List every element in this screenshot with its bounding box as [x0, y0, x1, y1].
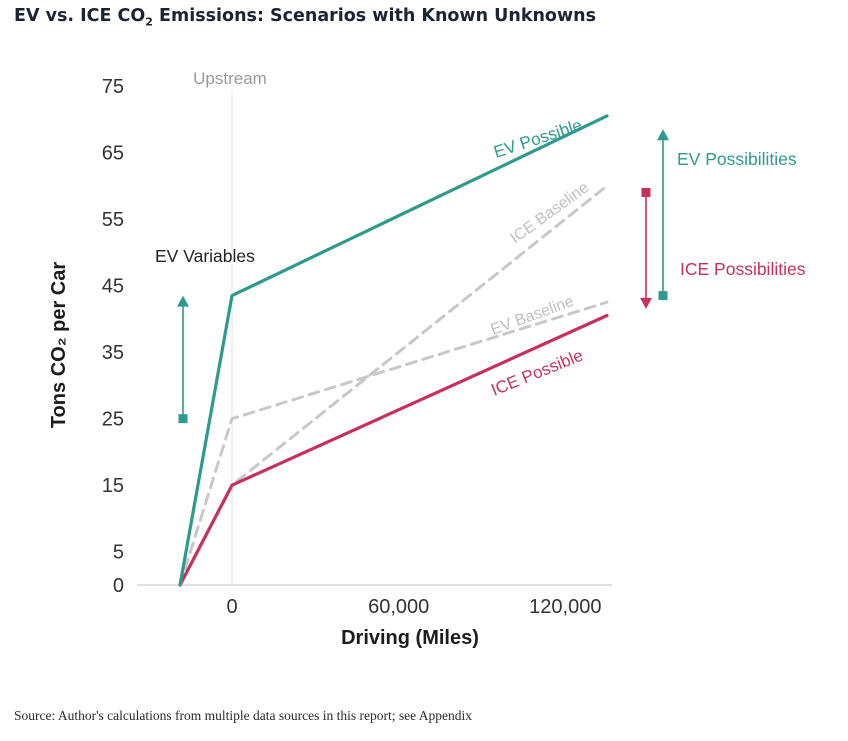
x-tick-label: 0: [226, 596, 237, 618]
x-axis-title: Driving (Miles): [341, 627, 479, 649]
y-tick-label: 45: [102, 276, 124, 298]
ev-variables-arrow-arrowhead: [177, 295, 189, 307]
y-tick-label: 65: [102, 143, 124, 165]
upstream-label: Upstream: [193, 69, 267, 88]
y-axis-title: Tons CO₂ per Car: [48, 262, 70, 429]
chart-plot: Upstream 0 5 15 25 35 45 55 65 75 0 60,000 120,000…: [48, 69, 806, 649]
y-tick-label: 5: [113, 542, 124, 564]
ev-possibilities-arrow-square: [658, 291, 668, 301]
y-tick-label: 25: [102, 409, 124, 431]
y-tick-label: 35: [102, 342, 124, 364]
source-note: Source: Author's calculations from multi…: [14, 708, 472, 723]
series-label-ice-baseline: ICE Baseline: [507, 179, 592, 247]
ev-possibilities-label: EV Possibilities: [677, 149, 797, 169]
ice-possibilities-label: ICE Possibilities: [680, 259, 806, 279]
y-tick-label: 0: [113, 575, 124, 597]
ice-possibilities-arrow-arrowhead: [640, 297, 652, 309]
ev-variables-label: EV Variables: [155, 246, 255, 266]
y-tick-label: 55: [102, 209, 124, 231]
ice-possibilities-arrow-square: [641, 187, 651, 197]
series-line-ice-possible: [178, 313, 609, 587]
y-tick-label: 15: [102, 475, 124, 497]
chart-title: EV vs. ICE CO2 Emissions: Scenarios with…: [14, 6, 596, 29]
ev-variables-arrow-square: [178, 414, 188, 424]
x-tick-label: 60,000: [368, 596, 429, 618]
series-line-ev-possible: [178, 114, 609, 587]
y-tick-label: 75: [102, 76, 124, 98]
series-label-ice-possible: ICE Possible: [488, 346, 585, 400]
x-tick-label: 120,000: [529, 596, 601, 618]
series-label-ev-possible: EV Possible: [491, 115, 584, 161]
ev-possibilities-arrow-arrowhead: [657, 129, 669, 141]
series-line-ev-baseline: [178, 300, 609, 587]
